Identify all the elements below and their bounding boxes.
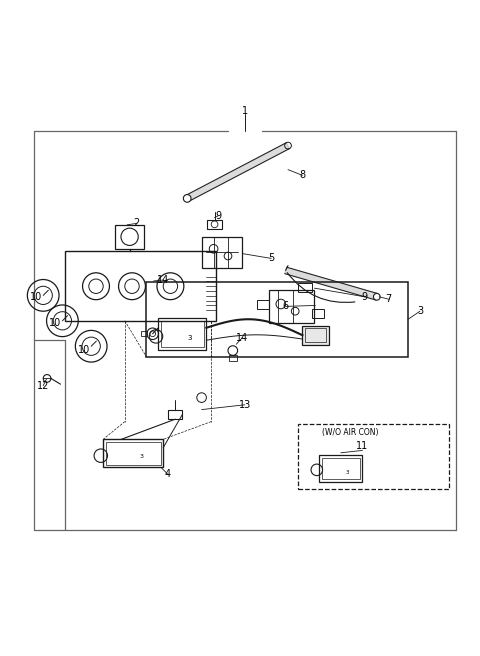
Text: 2: 2 xyxy=(133,218,140,228)
Bar xyxy=(65,251,216,321)
Text: 4: 4 xyxy=(165,470,171,480)
Text: 10: 10 xyxy=(78,344,90,355)
Circle shape xyxy=(183,195,191,202)
Bar xyxy=(158,318,206,350)
Bar xyxy=(103,440,163,467)
Bar xyxy=(115,225,144,249)
Polygon shape xyxy=(229,356,237,361)
Text: 9: 9 xyxy=(216,211,221,220)
Bar xyxy=(161,321,204,347)
Text: 3: 3 xyxy=(345,470,349,476)
Text: 3: 3 xyxy=(417,306,423,316)
Bar xyxy=(298,283,312,292)
Polygon shape xyxy=(186,142,289,201)
Bar xyxy=(322,458,360,479)
Polygon shape xyxy=(285,267,378,300)
Bar xyxy=(298,424,449,489)
Bar xyxy=(305,328,326,342)
Circle shape xyxy=(373,293,380,300)
Text: 11: 11 xyxy=(356,441,369,451)
Bar xyxy=(146,282,408,357)
Text: 10: 10 xyxy=(30,292,42,302)
Bar xyxy=(319,455,362,482)
Text: 5: 5 xyxy=(268,253,275,264)
Text: 1: 1 xyxy=(242,106,248,115)
Text: (W/O AIR CON): (W/O AIR CON) xyxy=(322,428,379,437)
Bar xyxy=(106,441,161,465)
Text: 9: 9 xyxy=(362,292,368,302)
Text: 14: 14 xyxy=(236,333,249,342)
Text: 3: 3 xyxy=(187,335,192,340)
Text: 8: 8 xyxy=(300,171,305,180)
Bar xyxy=(257,300,269,309)
Bar xyxy=(202,237,242,268)
Bar xyxy=(312,309,324,318)
Text: 12: 12 xyxy=(37,380,49,390)
Polygon shape xyxy=(141,331,147,336)
Text: 7: 7 xyxy=(385,294,392,304)
Bar xyxy=(302,325,329,345)
Text: 10: 10 xyxy=(49,318,61,328)
Text: 6: 6 xyxy=(283,301,288,312)
Bar xyxy=(207,220,222,229)
Bar xyxy=(269,289,314,323)
Text: 3: 3 xyxy=(140,454,144,459)
Text: 14: 14 xyxy=(157,275,169,285)
Text: 13: 13 xyxy=(239,400,251,410)
Bar xyxy=(168,409,182,419)
